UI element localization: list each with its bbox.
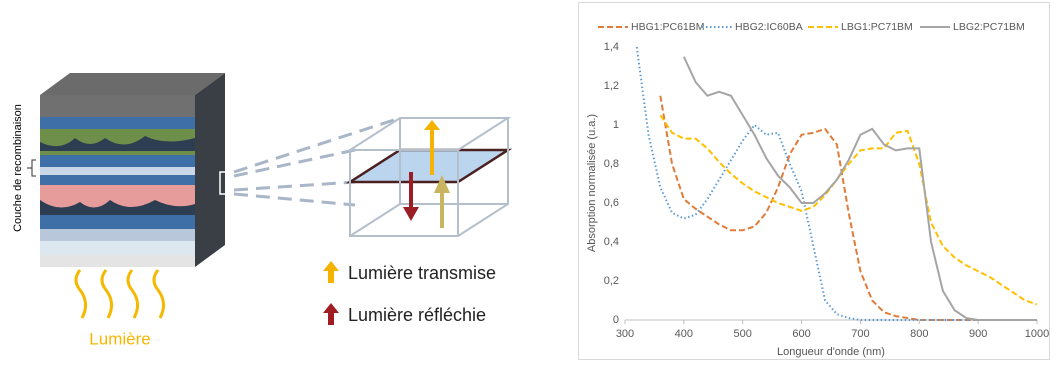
- x-tick-label: 500: [734, 328, 752, 340]
- y-tick-label: 0,2: [604, 275, 619, 287]
- zoom-box: [345, 117, 513, 237]
- x-tick-label: 900: [969, 328, 987, 340]
- x-tick-label: 400: [675, 328, 693, 340]
- y-axis-label: Absorption normalisée (u.a.): [586, 114, 598, 252]
- light-label: Lumière: [89, 329, 150, 348]
- series-line: [682, 56, 1037, 321]
- y-tick-label: 0,8: [604, 158, 619, 170]
- x-tick-label: 800: [910, 328, 928, 340]
- light-arrows: [74, 269, 165, 319]
- x-tick-label: 1000: [1025, 328, 1049, 340]
- series-line: [659, 95, 1037, 321]
- legend-label: LBG1:PC71BM: [841, 21, 913, 33]
- series-line: [635, 46, 1037, 321]
- x-tick-label: 600: [792, 328, 810, 340]
- recombination-label: Couche de recombinaison: [12, 104, 24, 232]
- reflected-icon: [323, 303, 339, 325]
- zoom-lines: [233, 116, 401, 207]
- x-axis-label: Longueur d'onde (nm): [777, 346, 885, 358]
- y-tick-label: 0: [613, 314, 619, 326]
- transmitted-icon: [323, 261, 339, 283]
- chart-frame: [578, 2, 1050, 360]
- x-tick-label: 300: [616, 328, 634, 340]
- legend-label: LBG2:PC71BM: [953, 21, 1025, 33]
- y-tick-label: 1,2: [604, 80, 619, 92]
- y-tick-label: 1: [613, 119, 619, 131]
- legend-label: HBG2:IC60BA: [735, 21, 803, 33]
- series-line: [659, 114, 1038, 306]
- reflected-label: Lumière réfléchie: [348, 305, 486, 325]
- y-tick-label: 0,4: [604, 236, 619, 248]
- transmitted-label: Lumière transmise: [348, 263, 496, 283]
- legend-label: HBG1:PC61BM: [631, 21, 705, 33]
- cell-stack: [27, 73, 235, 267]
- y-tick-label: 0,6: [604, 197, 619, 209]
- y-tick-label: 1,4: [604, 41, 619, 53]
- x-tick-label: 700: [851, 328, 869, 340]
